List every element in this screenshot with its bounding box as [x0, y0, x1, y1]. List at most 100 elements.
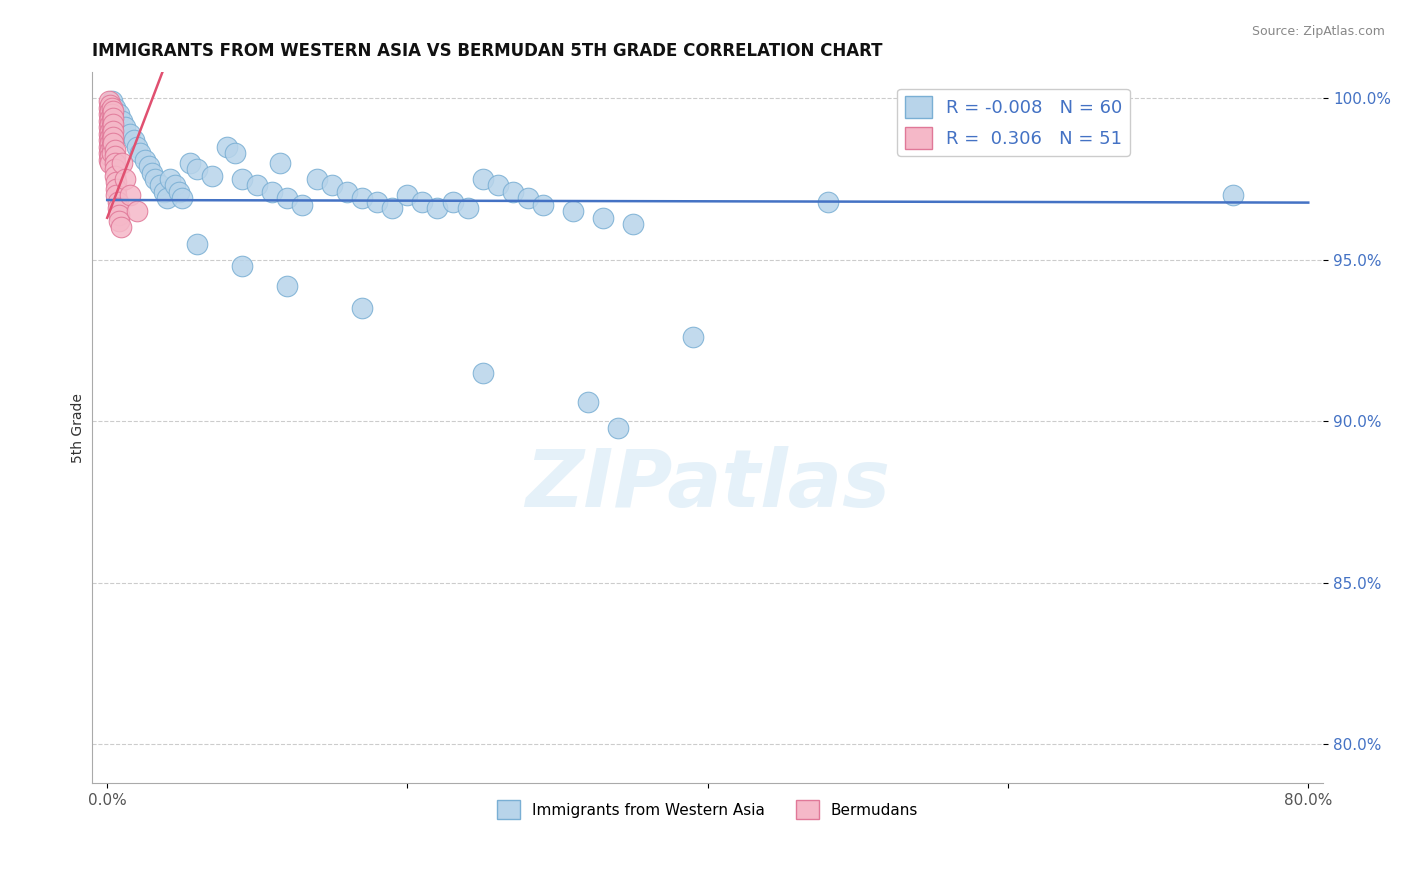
Point — [246, 178, 269, 193]
Point — [103, 117, 125, 131]
Point — [103, 111, 125, 125]
Point — [97, 133, 120, 147]
Point — [231, 172, 253, 186]
Point — [307, 172, 329, 186]
Point — [441, 194, 464, 209]
Point — [224, 146, 246, 161]
Point — [100, 101, 122, 115]
Point — [426, 201, 449, 215]
Point — [336, 185, 359, 199]
Point — [531, 198, 554, 212]
Point — [97, 127, 120, 141]
Point — [108, 214, 131, 228]
Legend: Immigrants from Western Asia, Bermudans: Immigrants from Western Asia, Bermudans — [491, 794, 924, 825]
Point — [172, 191, 194, 205]
Point — [114, 120, 136, 135]
Point — [149, 178, 172, 193]
Point — [103, 104, 125, 119]
Point — [104, 156, 127, 170]
Point — [186, 236, 208, 251]
Point — [156, 191, 179, 205]
Point — [291, 198, 314, 212]
Point — [163, 178, 186, 193]
Point — [100, 133, 122, 147]
Point — [97, 120, 120, 135]
Point — [179, 156, 201, 170]
Point — [471, 172, 494, 186]
Point — [366, 194, 388, 209]
Point — [103, 130, 125, 145]
Point — [141, 165, 163, 179]
Point — [110, 220, 132, 235]
Point — [186, 162, 208, 177]
Point — [97, 101, 120, 115]
Point — [104, 149, 127, 163]
Point — [97, 146, 120, 161]
Point — [682, 330, 704, 344]
Point — [108, 208, 131, 222]
Point — [97, 114, 120, 128]
Point — [352, 191, 374, 205]
Point — [108, 107, 131, 121]
Point — [104, 143, 127, 157]
Point — [98, 143, 121, 157]
Point — [396, 188, 419, 202]
Point — [97, 95, 120, 109]
Text: ZIPatlas: ZIPatlas — [526, 446, 890, 524]
Point — [100, 95, 122, 109]
Point — [262, 185, 284, 199]
Point — [381, 201, 404, 215]
Point — [561, 204, 583, 219]
Point — [98, 117, 121, 131]
Point — [486, 178, 509, 193]
Point — [122, 133, 145, 147]
Point — [97, 153, 120, 167]
Y-axis label: 5th Grade: 5th Grade — [72, 392, 86, 463]
Point — [127, 139, 149, 153]
Point — [100, 107, 122, 121]
Point — [104, 169, 127, 183]
Point — [127, 204, 149, 219]
Point — [118, 127, 141, 141]
Point — [621, 217, 644, 231]
Point — [98, 104, 121, 119]
Point — [98, 156, 121, 170]
Point — [471, 366, 494, 380]
Point — [576, 395, 599, 409]
Point — [321, 178, 343, 193]
Point — [105, 175, 128, 189]
Point — [276, 278, 298, 293]
Point — [167, 185, 190, 199]
Point — [231, 259, 253, 273]
Point — [129, 146, 152, 161]
Point — [97, 107, 120, 121]
Point — [111, 156, 134, 170]
Point — [516, 191, 538, 205]
Point — [201, 169, 224, 183]
Point — [153, 185, 176, 199]
Point — [100, 146, 122, 161]
Point — [107, 194, 129, 209]
Point — [98, 149, 121, 163]
Point — [107, 201, 129, 215]
Point — [502, 185, 524, 199]
Point — [111, 114, 134, 128]
Point — [276, 191, 298, 205]
Text: IMMIGRANTS FROM WESTERN ASIA VS BERMUDAN 5TH GRADE CORRELATION CHART: IMMIGRANTS FROM WESTERN ASIA VS BERMUDAN… — [93, 42, 883, 60]
Point — [105, 182, 128, 196]
Point — [352, 301, 374, 316]
Point — [159, 172, 181, 186]
Point — [114, 172, 136, 186]
Point — [457, 201, 479, 215]
Point — [103, 123, 125, 137]
Point — [98, 130, 121, 145]
Point — [269, 156, 291, 170]
Point — [592, 211, 614, 225]
Point — [98, 111, 121, 125]
Point — [100, 114, 122, 128]
Point — [1222, 188, 1244, 202]
Point — [104, 101, 127, 115]
Point — [105, 188, 128, 202]
Point — [411, 194, 433, 209]
Point — [100, 127, 122, 141]
